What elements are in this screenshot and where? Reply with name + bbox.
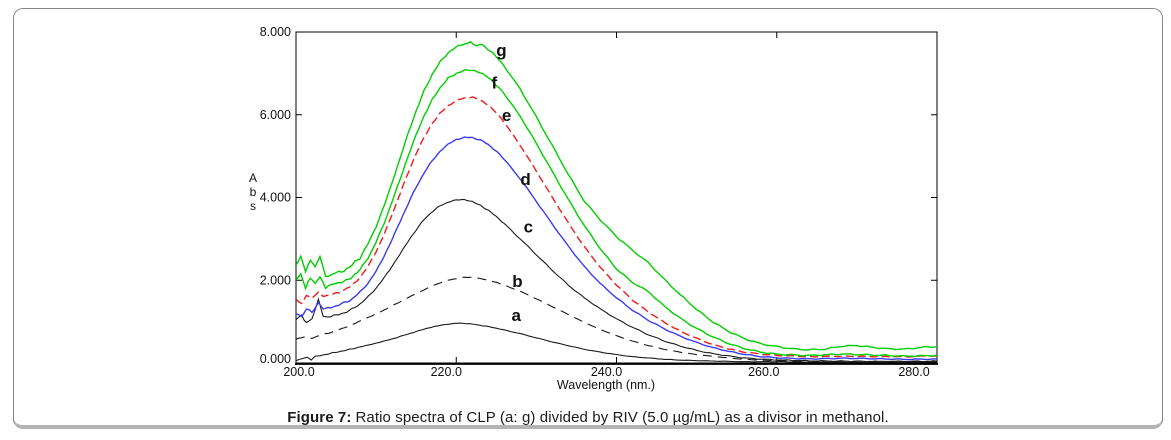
series-a-label: a bbox=[512, 306, 522, 325]
series-g-curve bbox=[296, 40, 938, 351]
figure-panel bbox=[13, 8, 1163, 429]
series-b-label: b bbox=[512, 272, 522, 291]
figure-caption-label: Figure 7: bbox=[287, 409, 352, 426]
series-d-curve bbox=[296, 136, 938, 361]
series-e-label: e bbox=[502, 106, 511, 125]
y-tick-label: 4.000 bbox=[260, 191, 291, 205]
x-axis-label: Wavelength (nm.) bbox=[557, 378, 655, 392]
x-tick-label: 240.0 bbox=[591, 365, 622, 379]
y-axis-label: s bbox=[250, 199, 256, 213]
x-tick-label: 260.0 bbox=[748, 365, 779, 379]
series-g-label: g bbox=[496, 41, 506, 60]
y-tick-label: 8.000 bbox=[260, 25, 291, 39]
series-b-curve bbox=[296, 276, 938, 363]
series-f-curve bbox=[296, 69, 938, 358]
y-axis-label: b bbox=[250, 185, 257, 199]
x-tick-label: 280.0 bbox=[898, 365, 929, 379]
y-axis-label: A bbox=[249, 171, 257, 185]
x-tick-label: 200.0 bbox=[283, 365, 314, 379]
series-d-label: d bbox=[520, 170, 530, 189]
series-a-curve bbox=[296, 322, 938, 363]
series-f-label: f bbox=[492, 74, 498, 93]
series-e-curve bbox=[296, 96, 937, 358]
x-tick-label: 220.0 bbox=[431, 365, 462, 379]
y-tick-label: 0.000 bbox=[260, 352, 291, 366]
y-tick-label: 2.000 bbox=[260, 273, 291, 287]
series-c-label: c bbox=[524, 217, 533, 236]
series-c-curve bbox=[296, 198, 938, 363]
plot-border bbox=[295, 31, 938, 364]
figure-caption-text: Ratio spectra of CLP (a: g) divided by R… bbox=[355, 409, 889, 426]
y-tick-label: 6.000 bbox=[260, 108, 291, 122]
figure-caption: Figure 7: Ratio spectra of CLP (a: g) div… bbox=[13, 409, 1163, 426]
